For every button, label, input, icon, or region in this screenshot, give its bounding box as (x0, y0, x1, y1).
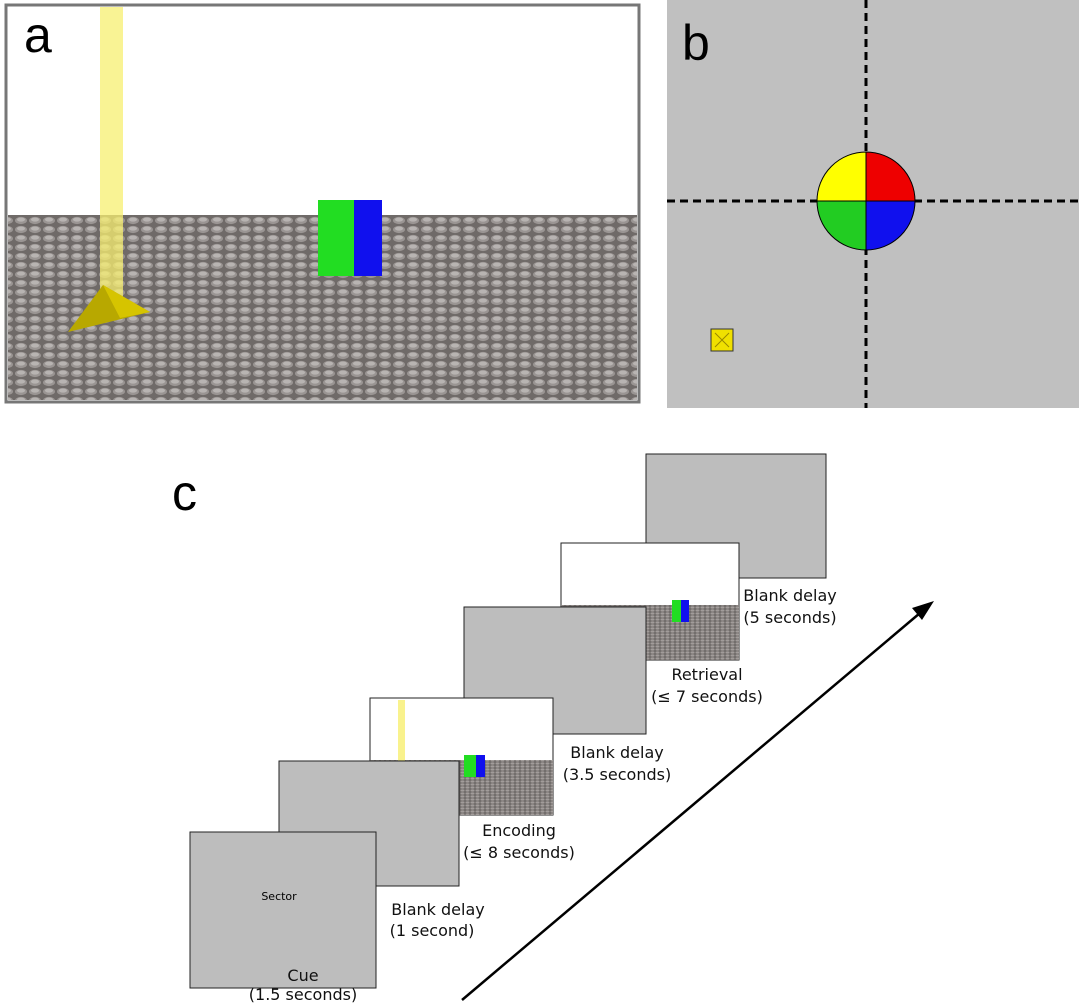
step-name: Blank delay (570, 743, 663, 762)
step-duration: (1 second) (390, 921, 475, 940)
arrow-head (912, 601, 934, 620)
step-duration: (3.5 seconds) (563, 765, 671, 784)
beam (100, 7, 123, 297)
panel-label: c (172, 465, 197, 521)
panel-c: c Sector Cue (1.5 seconds) Blank delay (… (172, 453, 934, 1004)
step-duration: (5 seconds) (743, 608, 836, 627)
cylinder-blue (476, 755, 485, 777)
quadrant (865, 200, 916, 251)
beam (398, 700, 405, 784)
quadrant (816, 200, 867, 251)
panel-label: a (24, 7, 52, 63)
quadrant (816, 151, 867, 202)
panel-a: a (4, 3, 641, 404)
cylinder-green (672, 600, 681, 622)
step-duration: (1.5 seconds) (249, 985, 357, 1004)
panel-b: b (667, 0, 1079, 408)
step-name: Retrieval (671, 665, 742, 684)
cylinder-green (464, 755, 476, 777)
cue-text: Sector (261, 890, 297, 903)
cylinder-blue (681, 600, 689, 622)
screen (189, 831, 377, 989)
panel-label: b (682, 15, 710, 71)
marker-cross (714, 332, 730, 348)
step-duration: (≤ 7 seconds) (651, 687, 763, 706)
time-arrow (461, 612, 921, 1001)
step-name: Blank delay (743, 586, 836, 605)
pyramid (68, 285, 150, 332)
step-duration: (≤ 8 seconds) (463, 843, 575, 862)
step-name: Blank delay (391, 900, 484, 919)
cylinder-green (318, 200, 354, 276)
quadrant (865, 151, 916, 202)
pyramid-face (103, 285, 150, 318)
step-name: Cue (287, 966, 318, 985)
cylinder-blue (354, 200, 382, 276)
step-name: Encoding (482, 821, 556, 840)
